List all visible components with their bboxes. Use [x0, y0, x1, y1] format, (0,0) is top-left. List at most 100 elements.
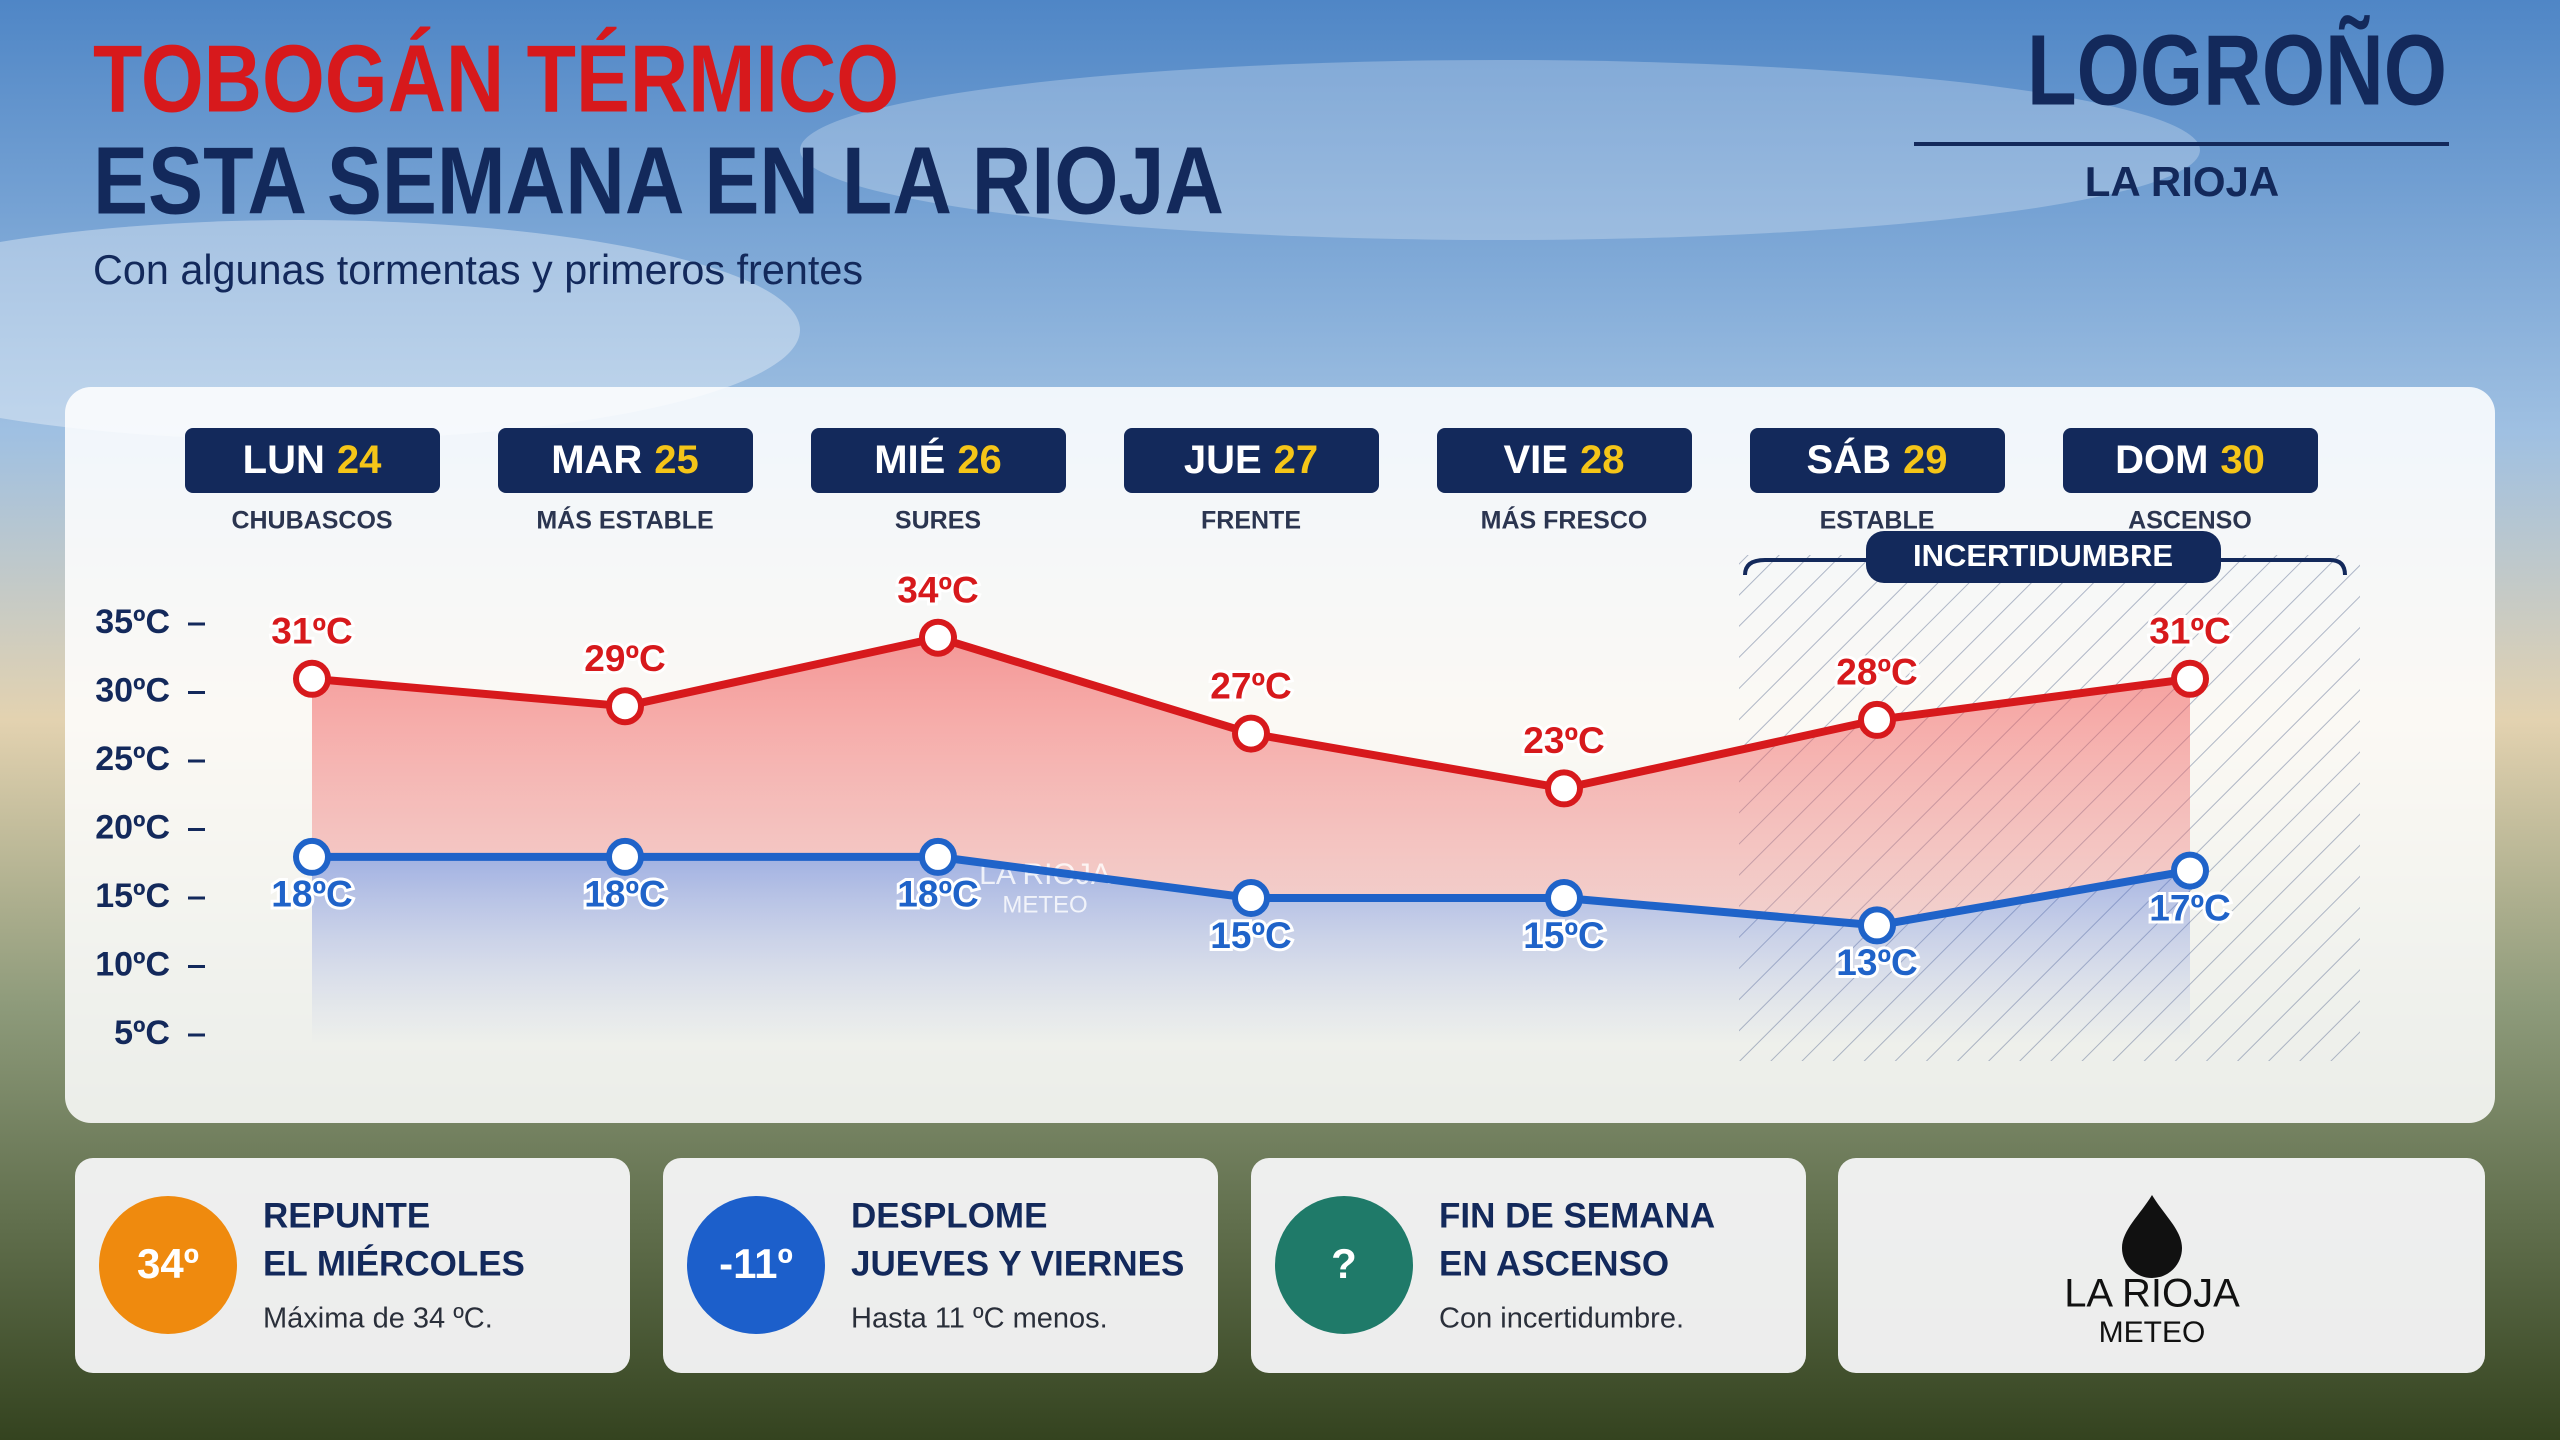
- city: LOGROÑO: [2027, 14, 2447, 126]
- region: LA RIOJA: [2085, 158, 2279, 205]
- annotation: INCERTIDUMBRE: [1913, 538, 2173, 573]
- title-line-2: ESTA SEMANA EN LA RIOJA: [93, 127, 1224, 234]
- day-label: JUE 27: [1184, 438, 1318, 482]
- day-label: MIÉ 26: [874, 437, 1002, 482]
- data-point: [1232, 714, 1270, 753]
- data-label: 34ºC: [897, 569, 978, 610]
- cloud: [0, 220, 800, 440]
- cloud: [800, 60, 2200, 240]
- day-name: SÁB: [1807, 437, 1891, 482]
- card-title: JUEVES Y VIERNES: [851, 1244, 1184, 1283]
- y-tick-label: 15ºC: [95, 877, 170, 915]
- logo-drop: [2122, 1195, 2182, 1278]
- day-description: MÁS FRESCO: [1481, 506, 1648, 535]
- day-box: [1124, 428, 1379, 493]
- day-number: 25: [654, 438, 699, 482]
- card-text: Máxima de 34 ºC.: [263, 1303, 493, 1335]
- day-name: DOM: [2115, 438, 2208, 482]
- low-fill: [312, 856, 2190, 1045]
- watermark: METEO: [1002, 891, 1087, 918]
- info-card: [75, 1158, 630, 1373]
- day-label: SÁB 29: [1807, 437, 1948, 482]
- card-title: EL MIÉRCOLES: [263, 1243, 525, 1283]
- day-description: SURES: [895, 507, 981, 535]
- data-label: 18ºC: [584, 874, 665, 915]
- y-tick-label: 10ºC: [95, 945, 170, 983]
- info-card: [1251, 1158, 1806, 1373]
- day-box: [2063, 428, 2318, 493]
- day-box: [1750, 428, 2005, 493]
- data-point: [2171, 851, 2209, 890]
- day-number: 26: [957, 438, 1002, 482]
- day-box: [1437, 428, 1692, 493]
- badge: [1275, 1196, 1413, 1334]
- day-name: VIE: [1504, 438, 1568, 482]
- card-title: EN ASCENSO: [1439, 1244, 1669, 1283]
- data-point: [1858, 906, 1896, 945]
- data-point: [606, 837, 644, 876]
- data-label: 18ºC: [271, 874, 352, 915]
- data-label: 31ºC: [2149, 611, 2230, 652]
- data-point: [1545, 879, 1583, 917]
- card-text: Hasta 11 ºC menos.: [851, 1303, 1108, 1335]
- day-label: LUN 24: [243, 438, 382, 482]
- day-box: [498, 428, 753, 493]
- data-point: [919, 837, 957, 876]
- data-point: [606, 687, 644, 726]
- badge-text: ?: [1331, 1240, 1357, 1287]
- day-description: MÁS ESTABLE: [536, 506, 713, 535]
- day-description: CHUBASCOS: [231, 507, 392, 535]
- data-point: [1232, 879, 1270, 917]
- subtitle: Con algunas tormentas y primeros frentes: [93, 246, 863, 293]
- data-label: 15ºC: [1523, 915, 1604, 956]
- data-point: [2171, 659, 2209, 698]
- data-point: [293, 659, 331, 698]
- data-point: [919, 618, 957, 657]
- day-description: ESTABLE: [1820, 507, 1935, 535]
- card-text: Con incertidumbre.: [1439, 1303, 1684, 1335]
- data-label: 29ºC: [584, 638, 665, 679]
- info-card: [663, 1158, 1218, 1373]
- day-number: 29: [1903, 438, 1948, 482]
- card-title: DESPLOME: [851, 1196, 1047, 1235]
- card-title: REPUNTE: [263, 1196, 430, 1235]
- data-point: [1545, 769, 1583, 808]
- card-title: FIN DE SEMANA: [1439, 1196, 1715, 1235]
- badge-text: 34º: [137, 1240, 199, 1287]
- annotation-box: [1866, 531, 2221, 583]
- y-tick-label: 30ºC: [95, 671, 170, 709]
- data-point: [1858, 700, 1896, 739]
- data-point: [293, 837, 331, 876]
- day-number: 24: [337, 438, 382, 482]
- data-label: 31ºC: [271, 611, 352, 652]
- data-label: 13ºC: [1836, 942, 1917, 983]
- day-label: VIE 28: [1504, 438, 1625, 482]
- title-line-1: TOBOGÁN TÉRMICO: [93, 25, 899, 132]
- logo-sub: METEO: [2099, 1316, 2206, 1349]
- day-description: ASCENSO: [2128, 507, 2252, 535]
- day-name: LUN: [243, 438, 325, 482]
- day-box: [185, 428, 440, 493]
- data-label: 15ºC: [1210, 915, 1291, 956]
- badge: [687, 1196, 825, 1334]
- y-tick-label: 25ºC: [95, 740, 170, 778]
- day-number: 30: [2220, 438, 2265, 482]
- day-description: FRENTE: [1201, 507, 1301, 535]
- y-tick-label: 5ºC: [114, 1014, 170, 1052]
- y-tick-label: 20ºC: [95, 808, 170, 846]
- day-name: MIÉ: [874, 437, 945, 482]
- day-label: MAR 25: [551, 438, 699, 482]
- badge: [99, 1196, 237, 1334]
- data-label: 28ºC: [1836, 652, 1917, 693]
- badge-text: -11º: [719, 1240, 793, 1287]
- day-number: 28: [1580, 438, 1625, 482]
- data-label: 17ºC: [2149, 887, 2230, 928]
- day-number: 27: [1274, 438, 1319, 482]
- logo-name: LA RIOJA: [2064, 1272, 2240, 1316]
- data-label: 23ºC: [1523, 720, 1604, 761]
- day-name: MAR: [551, 438, 642, 482]
- data-label: 18ºC: [897, 874, 978, 915]
